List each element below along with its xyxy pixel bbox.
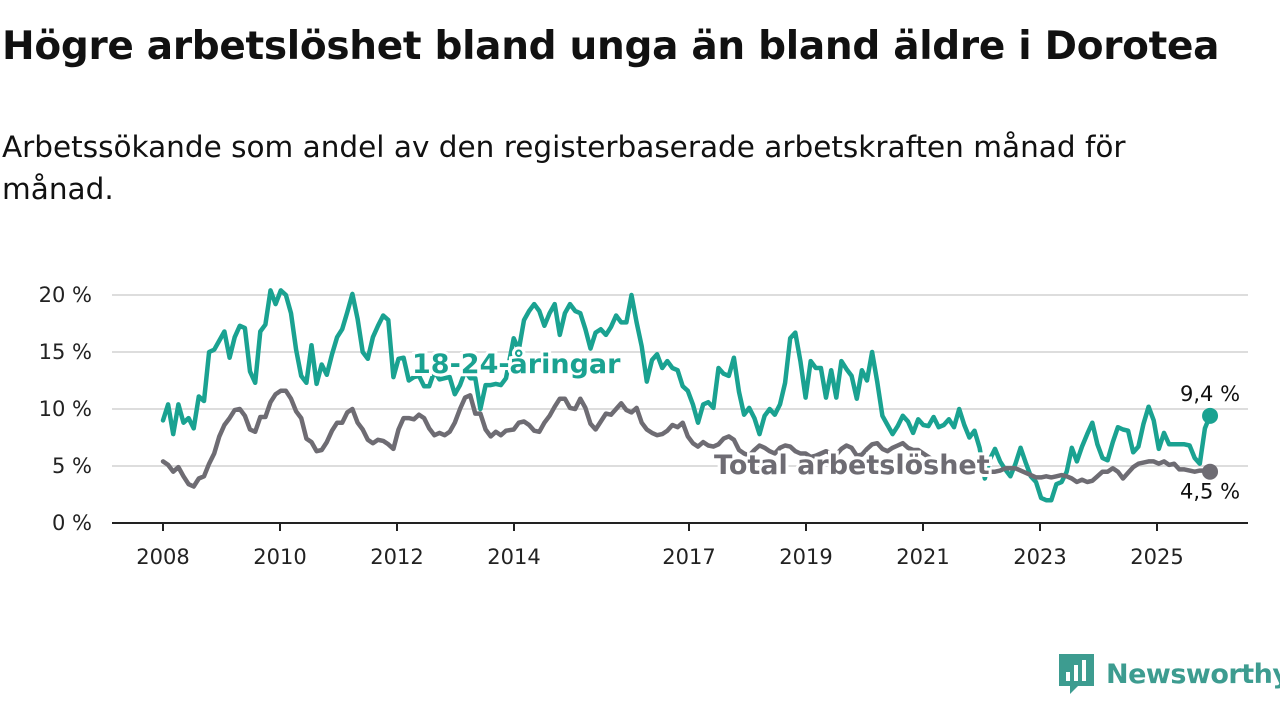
series-label-youth: 18-24-åringar bbox=[412, 348, 621, 380]
chart-subtitle: Arbetssökande som andel av den registerb… bbox=[2, 130, 1126, 206]
newsworthy-logo-icon bbox=[1059, 654, 1094, 694]
end-dot-total bbox=[1202, 463, 1219, 480]
series-label-total: Total arbetslöshet bbox=[714, 450, 990, 481]
x-tick-label: 2012 bbox=[370, 545, 423, 569]
newsworthy-logo[interactable]: Newsworthy bbox=[1059, 654, 1280, 694]
series-lines bbox=[160, 288, 1213, 503]
x-tick-label: 2023 bbox=[1013, 545, 1066, 569]
x-tick-label: 2017 bbox=[662, 545, 715, 569]
end-markers: 9,4 % 4,5 % bbox=[1180, 382, 1240, 504]
y-tick-label: 10 % bbox=[39, 397, 92, 421]
y-tick-label: 0 % bbox=[52, 511, 92, 535]
y-tick-label: 5 % bbox=[52, 454, 92, 478]
gridlines bbox=[112, 294, 1248, 467]
x-tick-label: 2008 bbox=[136, 545, 189, 569]
newsworthy-wordmark: Newsworthy bbox=[1106, 658, 1280, 690]
y-tick-label: 20 % bbox=[39, 283, 92, 307]
line-chart: 0 %5 %10 %15 %20 % 2008 2010 2012 2014 2017 2… bbox=[39, 283, 1248, 569]
end-value-total: 4,5 % bbox=[1180, 480, 1240, 504]
end-dot-youth bbox=[1202, 407, 1219, 424]
chart-title: Högre arbetslöshet bland unga än bland ä… bbox=[2, 24, 1220, 69]
x-tick-label: 2010 bbox=[253, 545, 306, 569]
x-tick-label: 2014 bbox=[487, 545, 540, 569]
x-tick-label: 2025 bbox=[1130, 545, 1183, 569]
y-tick-label: 15 % bbox=[39, 340, 92, 364]
x-axis-ticks: 2008 2010 2012 2014 2017 2019 2021 2023 2025 bbox=[136, 523, 1184, 569]
x-tick-label: 2021 bbox=[896, 545, 949, 569]
x-tick-label: 2019 bbox=[779, 545, 832, 569]
series-labels: 18-24-åringar Total arbetslöshet bbox=[409, 345, 993, 484]
series-line-total bbox=[160, 388, 1213, 489]
y-axis-ticks: 0 % 5 % 10 % 15 % 20 % bbox=[39, 283, 92, 535]
series-line-youth bbox=[160, 288, 1213, 503]
end-value-youth: 9,4 % bbox=[1180, 382, 1240, 406]
